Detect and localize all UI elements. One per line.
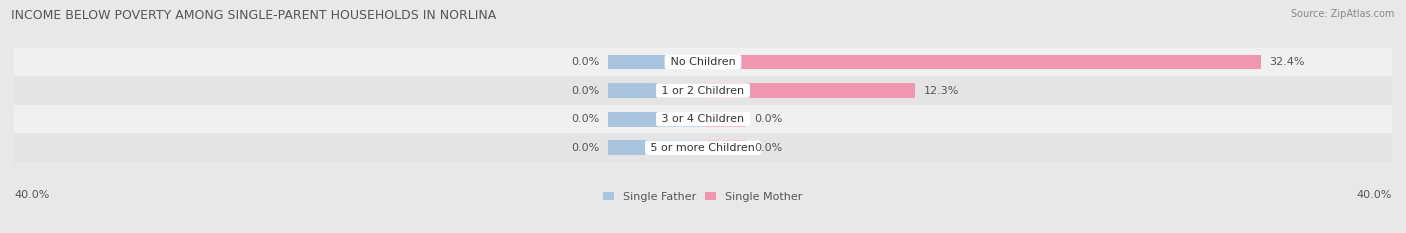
Text: 5 or more Children: 5 or more Children (647, 143, 759, 153)
Bar (703, 112, 747, 127)
Bar (14, 105, 1392, 134)
Text: 0.0%: 0.0% (571, 114, 599, 124)
Bar (703, 55, 1261, 69)
Bar (609, 83, 703, 98)
Bar (609, 55, 703, 69)
Text: 0.0%: 0.0% (755, 114, 783, 124)
Text: 40.0%: 40.0% (14, 190, 49, 200)
Bar (703, 140, 747, 155)
Bar (703, 83, 915, 98)
Bar (609, 112, 703, 127)
Text: 32.4%: 32.4% (1270, 57, 1305, 67)
Text: Source: ZipAtlas.com: Source: ZipAtlas.com (1291, 9, 1395, 19)
Legend: Single Father, Single Mother: Single Father, Single Mother (599, 187, 807, 206)
Text: INCOME BELOW POVERTY AMONG SINGLE-PARENT HOUSEHOLDS IN NORLINA: INCOME BELOW POVERTY AMONG SINGLE-PARENT… (11, 9, 496, 22)
Bar (14, 76, 1392, 105)
Text: 0.0%: 0.0% (755, 143, 783, 153)
Bar (14, 48, 1392, 76)
Text: 3 or 4 Children: 3 or 4 Children (658, 114, 748, 124)
Text: 12.3%: 12.3% (924, 86, 959, 96)
Text: 1 or 2 Children: 1 or 2 Children (658, 86, 748, 96)
Text: No Children: No Children (666, 57, 740, 67)
Bar (609, 140, 703, 155)
Bar (14, 134, 1392, 162)
Text: 0.0%: 0.0% (571, 86, 599, 96)
Text: 0.0%: 0.0% (571, 143, 599, 153)
Text: 0.0%: 0.0% (571, 57, 599, 67)
Text: 40.0%: 40.0% (1357, 190, 1392, 200)
